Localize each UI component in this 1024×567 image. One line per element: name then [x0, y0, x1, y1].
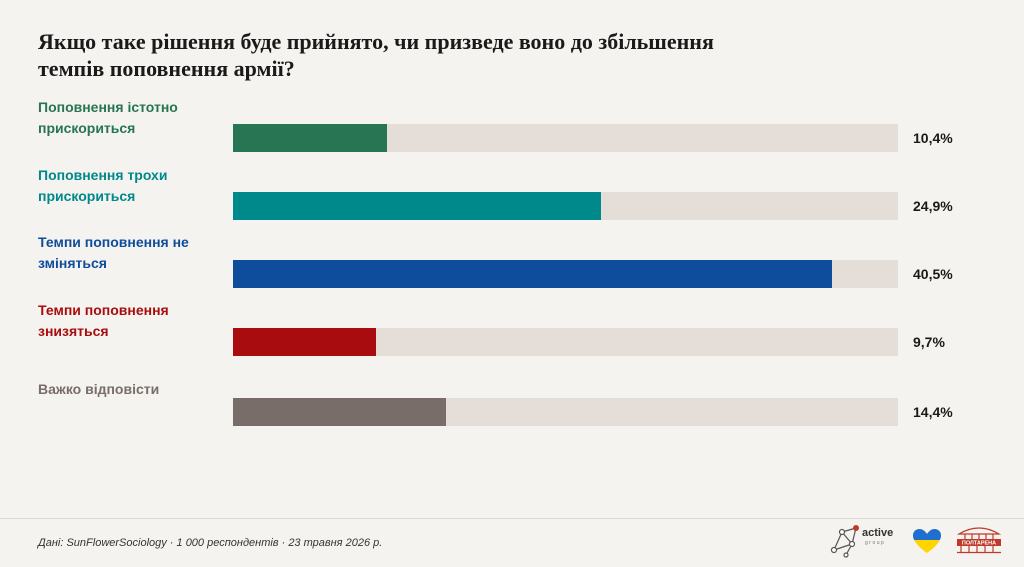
bar-value-label: 14,4% [913, 404, 953, 420]
bar [233, 328, 376, 356]
active-logo-text: active [862, 527, 893, 539]
bar [233, 124, 387, 152]
bar-value-label: 10,4% [913, 130, 953, 146]
chart-title: Якщо таке рішення буде прийнято, чи приз… [38, 29, 714, 81]
bar [233, 192, 601, 220]
bar-category-label: Темпи поповнення не зміняться [38, 234, 189, 271]
bar-row: Поповнення трохи прискориться 24,9% [0, 165, 1024, 225]
footer-source: Дані: SunFlowerSociology · 1 000 респонд… [38, 537, 383, 549]
heart-icon [913, 529, 941, 553]
poltarena-logo: ПОЛТАРЕНА [956, 527, 1002, 554]
bar [233, 398, 446, 426]
bar-track [233, 192, 898, 220]
active-logo-subtext: group [865, 540, 885, 546]
bar-category-label: Поповнення трохи прискориться [38, 167, 168, 204]
bar-value-label: 40,5% [913, 266, 953, 282]
bar-row: Поповнення істотно прискориться 10,4% [0, 97, 1024, 157]
bar-value-label: 9,7% [913, 334, 945, 350]
bar-row: Важко відповісти 14,4% [0, 379, 1024, 439]
bar-category-label: Темпи поповнення знизяться [38, 302, 169, 339]
bar-track [233, 260, 898, 288]
bar-category-label: Важко відповісти [38, 381, 160, 397]
bar [233, 260, 832, 288]
bar-category-label: Поповнення істотно прискориться [38, 99, 178, 136]
footer-divider [0, 518, 1024, 519]
bar-track [233, 398, 898, 426]
bar-track [233, 124, 898, 152]
poltarena-logo-text: ПОЛТАРЕНА [962, 541, 996, 547]
bar-value-label: 24,9% [913, 198, 953, 214]
bar-track [233, 328, 898, 356]
bar-row: Темпи поповнення не зміняться 40,5% [0, 232, 1024, 292]
bar-row: Темпи поповнення знизяться 9,7% [0, 300, 1024, 360]
active-group-logo: active group [830, 525, 893, 558]
